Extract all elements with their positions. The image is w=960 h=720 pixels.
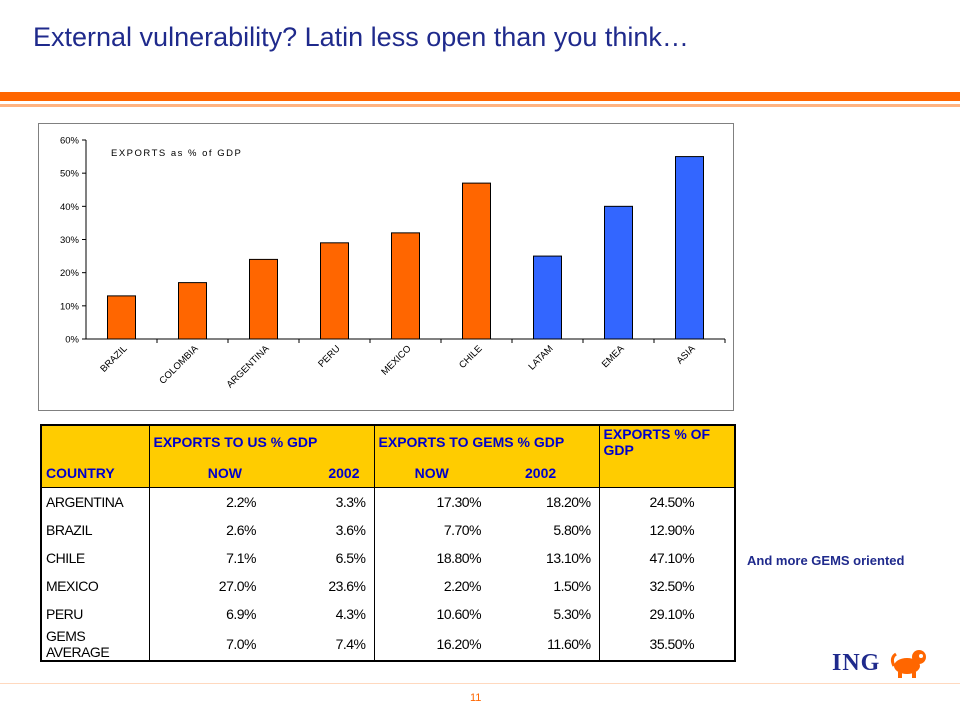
table-cell-country: GEMS AVERAGE xyxy=(40,628,149,662)
table-cell-country: CHILE xyxy=(40,544,149,572)
table-cell: 13.10% xyxy=(489,544,600,572)
table-cell: 16.20% xyxy=(373,628,490,662)
y-tick-label: 50% xyxy=(60,169,80,180)
table-cell: 5.80% xyxy=(489,516,600,544)
table-cell-country: ARGENTINA xyxy=(40,487,149,516)
table-group-header: EXPORTS TO US % GDP xyxy=(148,424,375,458)
table-cell: 10.60% xyxy=(373,600,490,628)
footer-divider xyxy=(0,683,960,684)
page-number: 11 xyxy=(470,692,482,704)
table-cell: 3.6% xyxy=(264,516,375,544)
table-sub-header: 2002 xyxy=(264,458,375,488)
bar xyxy=(391,232,420,340)
exports-table: EXPORTS TO US % GDP EXPORTS TO GEMS % GD… xyxy=(40,424,737,662)
x-tick-label: ARGENTINA xyxy=(225,343,272,390)
table-cell: 17.30% xyxy=(373,487,490,516)
bar xyxy=(249,258,278,340)
table-cell: 6.5% xyxy=(264,544,375,572)
x-tick-label: ASIA xyxy=(675,343,699,367)
table-row: PERU 6.9% 4.3% 10.60% 5.30% 29.10% xyxy=(40,600,737,628)
x-tick-label: COLOMBIA xyxy=(157,343,201,387)
table-cell: 7.1% xyxy=(148,544,264,572)
bar xyxy=(178,282,207,340)
table-cell: 6.9% xyxy=(148,600,264,628)
table-cell: 32.50% xyxy=(598,572,737,600)
table-cell: 29.10% xyxy=(598,600,737,628)
table-cell: 24.50% xyxy=(598,487,737,516)
y-tick-label: 60% xyxy=(60,136,80,147)
table-cell: 1.50% xyxy=(489,572,600,600)
table-cell: 18.20% xyxy=(489,487,600,516)
table-cell: 23.6% xyxy=(264,572,375,600)
bar xyxy=(107,295,136,340)
y-tick-label: 30% xyxy=(60,235,80,246)
table-cell: 35.50% xyxy=(598,628,737,662)
y-tick-label: 10% xyxy=(60,301,80,312)
table-sub-header-row: COUNTRY NOW 2002 NOW 2002 xyxy=(40,458,737,488)
table-cell: 18.80% xyxy=(373,544,490,572)
table-cell: 11.60% xyxy=(489,628,600,662)
table-cell: 2.20% xyxy=(373,572,490,600)
table-cell: 5.30% xyxy=(489,600,600,628)
chart-title: EXPORTS as % of GDP xyxy=(111,148,242,159)
x-tick-label: EMEA xyxy=(600,343,627,370)
page-title: External vulnerability? Latin less open … xyxy=(33,22,689,52)
table-row: MEXICO 27.0% 23.6% 2.20% 1.50% 32.50% xyxy=(40,572,737,600)
table-group-header: EXPORTS % OF GDP xyxy=(598,424,737,458)
table-row: ARGENTINA 2.2% 3.3% 17.30% 18.20% 24.50% xyxy=(40,487,737,516)
table-cell-country: MEXICO xyxy=(40,572,149,600)
table-cell: 2.6% xyxy=(148,516,264,544)
table-cell: 3.3% xyxy=(264,487,375,516)
table-cell: 27.0% xyxy=(148,572,264,600)
x-tick-label: PERU xyxy=(316,343,343,370)
table-cell: 47.10% xyxy=(598,544,737,572)
table-sub-header: NOW xyxy=(148,458,264,488)
table-cell: 12.90% xyxy=(598,516,737,544)
table-cell: 7.4% xyxy=(264,628,375,662)
table-sub-header: COUNTRY xyxy=(40,458,149,488)
ing-logo: ING xyxy=(832,646,932,678)
table-sub-header: 2002 xyxy=(489,458,600,488)
y-tick-label: 40% xyxy=(60,202,80,213)
table-row: BRAZIL 2.6% 3.6% 7.70% 5.80% 12.90% xyxy=(40,516,737,544)
table-group-header: EXPORTS TO GEMS % GDP xyxy=(373,424,600,458)
table-row: GEMS AVERAGE 7.0% 7.4% 16.20% 11.60% 35.… xyxy=(40,628,737,662)
lion-icon xyxy=(890,650,926,678)
exports-chart: 0% 10% 20% 30% 40% 50% 60% BRAZIL COLOMBIA ARGENT… xyxy=(38,123,734,411)
x-tick-label: LATAM xyxy=(526,343,555,372)
x-tick-label: MEXICO xyxy=(379,343,413,377)
title-divider xyxy=(0,92,960,101)
x-tick-label: CHILE xyxy=(457,343,485,371)
table-row: CHILE 7.1% 6.5% 18.80% 13.10% 47.10% xyxy=(40,544,737,572)
table-sub-header xyxy=(598,458,737,488)
x-tick-label: BRAZIL xyxy=(98,343,129,374)
table-sub-header: NOW xyxy=(373,458,490,488)
table-header-blank xyxy=(40,424,149,458)
table-cell: 4.3% xyxy=(264,600,375,628)
table-group-header-row: EXPORTS TO US % GDP EXPORTS TO GEMS % GD… xyxy=(40,424,737,458)
logo-text: ING xyxy=(832,650,881,676)
y-tick-label: 0% xyxy=(65,335,79,346)
side-note: And more GEMS oriented xyxy=(747,553,905,568)
table-cell: 7.0% xyxy=(148,628,264,662)
y-tick-label: 20% xyxy=(60,268,80,279)
bar xyxy=(604,205,633,340)
table-cell-country: BRAZIL xyxy=(40,516,149,544)
chart-svg: 0% 10% 20% 30% 40% 50% 60% BRAZIL COLOMBIA ARGENT… xyxy=(60,136,726,390)
title-divider-thin xyxy=(0,104,960,107)
bar xyxy=(533,255,562,340)
bar xyxy=(320,242,349,340)
bar xyxy=(462,182,491,340)
table-cell: 7.70% xyxy=(373,516,490,544)
table-cell: 2.2% xyxy=(148,487,264,516)
table-cell-country: PERU xyxy=(40,600,149,628)
bar xyxy=(675,156,704,340)
